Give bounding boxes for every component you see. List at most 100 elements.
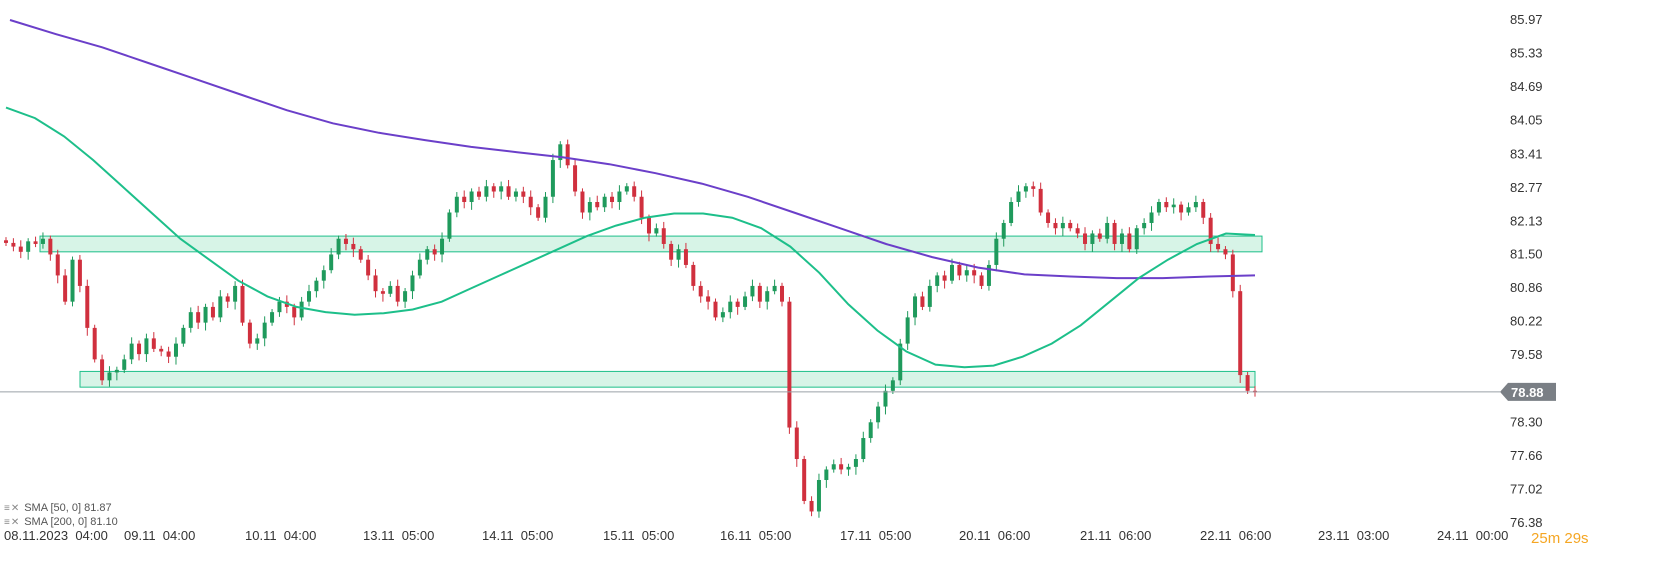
candle-body (26, 241, 31, 252)
legend-settings-icon[interactable]: ≡✕ (4, 516, 21, 528)
legend-sma-50-label: SMA [50, 0] 81.87 (24, 502, 112, 514)
candle-body (395, 285, 400, 302)
candle-body (336, 238, 341, 255)
candle-body (1046, 212, 1051, 223)
candle-body (469, 191, 474, 203)
candle-body (1112, 222, 1117, 244)
candle-body (521, 191, 526, 197)
x-tick-label: 14.11 05:00 (482, 528, 553, 543)
candle-body (935, 275, 940, 286)
candle-body (757, 285, 762, 302)
candle-body (1164, 202, 1169, 208)
sma-200-line (9, 19, 1256, 280)
candle-body (1016, 191, 1021, 203)
candle-body (358, 249, 363, 260)
candle-body (166, 351, 171, 357)
x-tick-label: 09.11 04:00 (124, 528, 195, 543)
y-tick-label: 77.02 (1510, 481, 1543, 496)
candle-body (1223, 249, 1228, 255)
candle-body (159, 348, 164, 352)
y-tick-label: 81.50 (1510, 246, 1543, 261)
candle-body (787, 301, 792, 428)
candle-body (321, 270, 326, 281)
y-tick-label: 83.41 (1510, 146, 1543, 161)
candle-body (1060, 222, 1065, 229)
candle-body (343, 238, 348, 244)
candle-body (240, 285, 245, 323)
candle-body (580, 191, 585, 213)
candle-body (1053, 222, 1058, 229)
countdown-seconds: 29 (1564, 530, 1582, 547)
candle-body (536, 207, 541, 218)
candle-body (425, 249, 430, 260)
candle-body (565, 144, 570, 166)
candle-body (100, 359, 105, 381)
candle-body (18, 246, 23, 252)
x-tick-label: 22.11 06:00 (1200, 528, 1271, 543)
x-tick-label: 17.11 05:00 (840, 528, 911, 543)
y-tick-label: 84.69 (1510, 79, 1543, 94)
candle-body (366, 259, 371, 276)
candle-body (181, 327, 186, 344)
candle-body (63, 275, 68, 302)
x-axis: 08.11.2023 04:00 09.11 04:00 10.11 04:00 13… (4, 528, 1508, 543)
candle-body (403, 291, 408, 302)
candle-body (669, 243, 674, 260)
x-tick-label: 08.11.2023 04:00 (4, 528, 108, 543)
candle-body (55, 254, 60, 276)
candle-body (247, 322, 252, 344)
candle-body (920, 296, 925, 307)
candle-body (942, 275, 947, 281)
candle-body (698, 285, 703, 297)
y-tick-label: 78.30 (1510, 414, 1543, 429)
candle-body (329, 254, 334, 271)
price-zone (39, 235, 1263, 253)
y-tick-label: 77.66 (1510, 448, 1543, 463)
candle-body (1208, 217, 1213, 244)
candle-body (151, 338, 156, 349)
countdown-minutes-unit: m (1547, 530, 1561, 547)
candle-body (683, 249, 688, 265)
candle-body (898, 343, 903, 381)
y-tick-label: 85.97 (1510, 12, 1543, 27)
candle-body (986, 264, 991, 286)
candle-body (624, 186, 629, 192)
candle-body (4, 240, 8, 243)
candle-body (144, 338, 149, 355)
sma-50-line (5, 106, 1256, 369)
x-tick-label: 15.11 05:00 (603, 528, 674, 543)
candle-body (499, 186, 504, 192)
legend-sma-50[interactable]: ≡✕ SMA [50, 0] 81.87 (4, 502, 112, 514)
countdown-seconds-unit: s (1581, 530, 1589, 547)
candle-body (528, 196, 533, 208)
candle-body (277, 301, 282, 313)
candle-body (440, 238, 445, 255)
candle-body (765, 291, 770, 302)
candle-body (676, 249, 681, 260)
legend-settings-icon[interactable]: ≡✕ (4, 502, 21, 514)
candle-body (868, 422, 873, 439)
x-tick-label: 16.11 05:00 (720, 528, 791, 543)
y-tick-label: 84.05 (1510, 113, 1543, 128)
candle-body (299, 301, 304, 318)
candle-body (1031, 186, 1036, 189)
candle-body (979, 275, 984, 286)
x-tick-label: 24.11 00:00 (1437, 528, 1508, 543)
candle-body (1068, 222, 1073, 229)
candle-body (454, 196, 459, 213)
candle-body (1186, 207, 1191, 213)
candle-body (927, 285, 932, 307)
candle-body (173, 343, 178, 357)
candle-body (972, 270, 977, 276)
candle-body (861, 438, 866, 460)
candle-body (1038, 188, 1043, 213)
legend-sma-200[interactable]: ≡✕ SMA [200, 0] 81.10 (4, 516, 118, 528)
candle-body (706, 296, 711, 302)
candle-body (33, 241, 38, 244)
candle-body (1216, 243, 1221, 250)
candle-body (107, 372, 112, 381)
candle-body (913, 296, 918, 318)
y-tick-label: 82.77 (1510, 180, 1543, 195)
candle-body (491, 186, 496, 192)
